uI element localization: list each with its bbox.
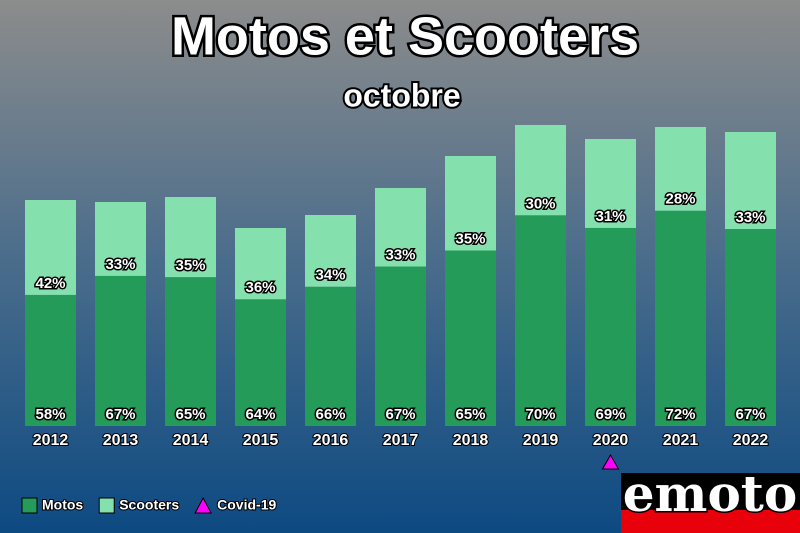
data-label: 33% <box>105 256 135 273</box>
chart-title: Motos et Scooters <box>171 6 639 66</box>
data-label: 70% <box>525 406 555 423</box>
data-label: 66% <box>315 406 345 423</box>
bar-segment <box>95 275 146 426</box>
bar-segment <box>375 188 426 267</box>
data-label: 65% <box>455 406 485 423</box>
bar-segment <box>165 197 216 278</box>
bar-segment <box>515 125 566 216</box>
bar-segment <box>235 299 286 426</box>
x-tick-label: 2018 <box>453 432 489 449</box>
bar-segment <box>585 227 636 426</box>
data-label: 72% <box>665 406 695 423</box>
bar-segment <box>445 156 496 251</box>
data-label: 42% <box>35 275 65 292</box>
data-label: 67% <box>385 406 415 423</box>
x-tick-label: 2019 <box>523 432 559 449</box>
x-tick-label: 2020 <box>593 432 629 449</box>
data-label: 35% <box>455 230 485 247</box>
bar-segment <box>375 266 426 426</box>
bar-segment <box>95 202 146 276</box>
bar-segment <box>655 127 706 211</box>
logo: emoto <box>623 464 798 523</box>
marker <box>601 453 620 470</box>
x-tick-label: 2012 <box>33 432 69 449</box>
data-label: 65% <box>175 406 205 423</box>
bar-segment <box>25 294 76 426</box>
bar-segment <box>305 286 356 426</box>
logo-band <box>621 510 800 533</box>
data-label: 64% <box>245 406 275 423</box>
data-label: 36% <box>245 279 275 296</box>
bar-segment <box>305 215 356 287</box>
legend-swatch <box>98 497 115 514</box>
x-tick-label: 2016 <box>313 432 349 449</box>
chart-subtitle: octobre <box>343 77 460 113</box>
bar-segment <box>725 132 776 230</box>
data-label: 28% <box>665 191 695 208</box>
data-label: 58% <box>35 406 65 423</box>
legend-label: Scooters <box>119 497 179 513</box>
data-label: 69% <box>595 406 625 423</box>
legend-label: Motos <box>42 497 83 513</box>
x-tick-label: 2015 <box>243 432 279 449</box>
bar-segment <box>515 215 566 426</box>
bar-segment <box>165 277 216 426</box>
bar-segment <box>235 228 286 300</box>
x-tick-label: 2014 <box>173 432 209 449</box>
data-label: 35% <box>175 257 205 274</box>
bar-segment <box>25 200 76 295</box>
bar-segment <box>725 229 776 426</box>
legend-swatch <box>21 497 38 514</box>
bar-segment <box>445 250 496 426</box>
data-label: 67% <box>735 406 765 423</box>
data-label: 33% <box>735 209 765 226</box>
bar-segment <box>585 139 636 228</box>
x-tick-label: 2013 <box>103 432 139 449</box>
x-tick-label: 2022 <box>733 432 769 449</box>
legend-marker <box>194 496 212 514</box>
data-label: 67% <box>105 406 135 423</box>
data-label: 30% <box>525 195 555 212</box>
x-tick-label: 2021 <box>663 432 699 449</box>
data-label: 31% <box>595 208 625 225</box>
data-label: 33% <box>385 247 415 264</box>
legend-label: Covid-19 <box>217 497 276 513</box>
data-label: 34% <box>315 267 345 284</box>
x-tick-label: 2017 <box>383 432 419 449</box>
bar-segment <box>655 210 706 426</box>
